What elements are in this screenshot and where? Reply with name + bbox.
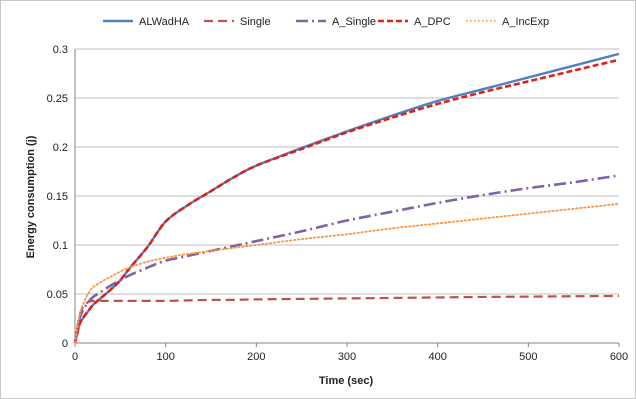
series-line-single bbox=[73, 294, 620, 344]
legend-label: A_DPC bbox=[414, 16, 451, 28]
y-tick-label: 0.25 bbox=[47, 93, 68, 105]
x-tick-label: 0 bbox=[72, 351, 78, 363]
y-tick-label: 0.2 bbox=[53, 142, 68, 154]
y-tick-label: 0.05 bbox=[47, 289, 68, 301]
y-tick-label: 0.3 bbox=[53, 44, 68, 56]
x-tick-labels: 0 100 200 300 400 500 600 bbox=[72, 351, 628, 363]
y-tick-label: 0.15 bbox=[47, 191, 68, 203]
x-tick-label: 200 bbox=[247, 351, 265, 363]
x-tick-label: 100 bbox=[156, 351, 174, 363]
y-axis-title: Energy consumption (j) bbox=[25, 135, 37, 258]
series-lines bbox=[73, 52, 620, 344]
x-tick-label: 500 bbox=[519, 351, 537, 363]
legend-label: A_IncExp bbox=[502, 16, 549, 28]
x-tick-label: 300 bbox=[338, 351, 356, 363]
legend: ALWadHA Single A_Single A_DPC A_IncExp bbox=[103, 16, 549, 28]
x-axis-title: Time (sec) bbox=[319, 375, 374, 387]
series-line-a-single bbox=[73, 174, 620, 344]
axes bbox=[74, 49, 620, 347]
series-line-a-dpc bbox=[73, 58, 620, 344]
gridlines bbox=[75, 48, 619, 295]
x-tick-label: 600 bbox=[610, 351, 628, 363]
legend-label: Single bbox=[240, 16, 271, 28]
y-tick-label: 0 bbox=[62, 338, 68, 350]
y-tick-label: 0.1 bbox=[53, 240, 68, 252]
series-line-a-incexp bbox=[74, 202, 620, 344]
legend-label: A_Single bbox=[332, 16, 376, 28]
x-tick-label: 400 bbox=[428, 351, 446, 363]
series-line-alwadha bbox=[73, 52, 620, 344]
y-tick-labels: 0 0.05 0.1 0.15 0.2 0.25 0.3 bbox=[47, 44, 68, 350]
legend-label: ALWadHA bbox=[139, 16, 190, 28]
